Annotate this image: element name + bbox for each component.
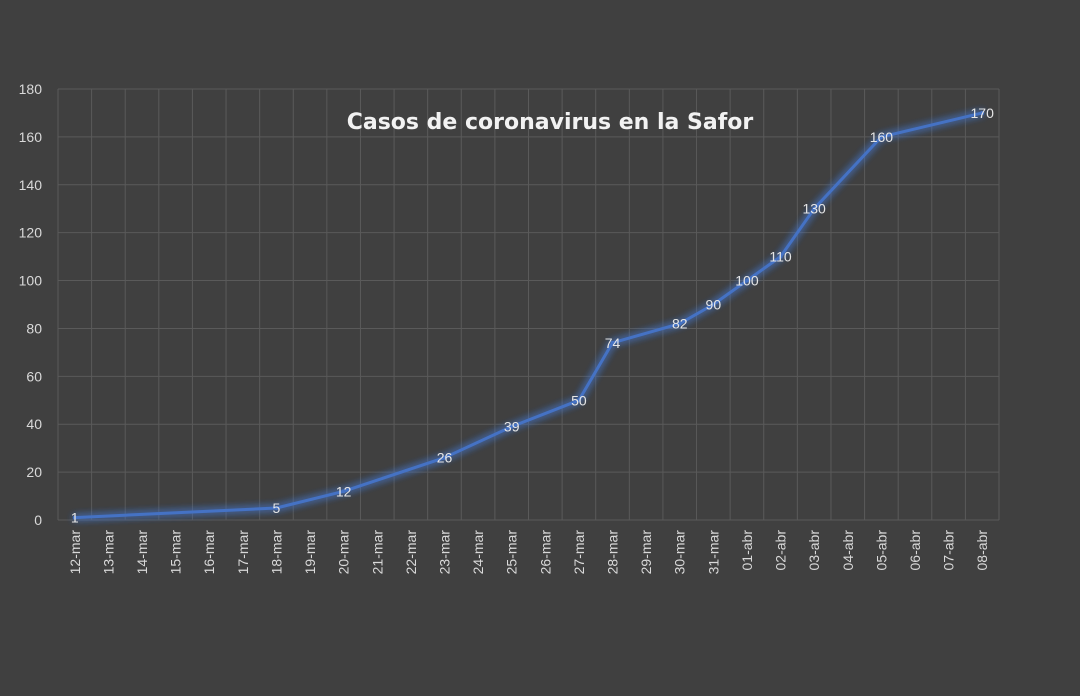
y-tick-label: 20 — [26, 464, 42, 480]
data-point — [744, 278, 749, 283]
series-cases — [72, 110, 985, 520]
data-label: 39 — [504, 419, 520, 435]
y-axis-ticks: 0 20 40 60 80 100 120 140 160 180 — [19, 81, 43, 528]
data-point — [72, 515, 77, 520]
y-tick-label: 180 — [19, 81, 43, 97]
data-point — [812, 206, 817, 211]
y-tick-label: 100 — [19, 273, 43, 289]
y-tick-label: 0 — [34, 512, 42, 528]
x-tick-label: 28-mar — [605, 530, 621, 575]
x-tick-label: 18-mar — [268, 530, 284, 575]
x-tick-label: 27-mar — [571, 530, 587, 575]
x-tick-label: 01-abr — [739, 530, 755, 571]
x-tick-label: 19-mar — [302, 530, 318, 575]
data-point — [677, 321, 682, 326]
data-point — [576, 398, 581, 403]
data-label: 50 — [571, 392, 587, 408]
y-tick-label: 140 — [19, 177, 43, 193]
x-tick-label: 05-abr — [873, 530, 889, 571]
x-tick-label: 16-mar — [201, 530, 217, 575]
x-tick-label: 23-mar — [436, 530, 452, 575]
x-tick-label: 25-mar — [504, 530, 520, 575]
y-tick-label: 40 — [26, 416, 42, 432]
x-tick-label: 06-abr — [907, 530, 923, 571]
data-label: 130 — [802, 201, 826, 217]
data-labels: 1 5 12 26 39 50 74 82 90 100 110 130 160 170 — [71, 105, 994, 526]
x-tick-label: 12-mar — [67, 530, 83, 575]
x-tick-label: 31-mar — [705, 530, 721, 575]
data-label: 160 — [870, 129, 894, 145]
data-point — [509, 424, 514, 429]
x-tick-label: 02-abr — [773, 530, 789, 571]
x-tick-label: 22-mar — [403, 530, 419, 575]
y-tick-label: 120 — [19, 225, 43, 241]
x-tick-label: 14-mar — [134, 530, 150, 575]
data-label: 1 — [71, 510, 79, 526]
x-tick-label: 08-abr — [974, 530, 990, 571]
x-tick-label: 21-mar — [369, 530, 385, 575]
data-point — [341, 489, 346, 494]
x-tick-label: 13-mar — [100, 530, 116, 575]
data-point — [711, 302, 716, 307]
y-tick-label: 160 — [19, 129, 43, 145]
data-point — [778, 254, 783, 259]
data-label: 12 — [336, 483, 352, 499]
x-tick-label: 20-mar — [336, 530, 352, 575]
data-label: 170 — [971, 105, 995, 121]
data-label: 5 — [273, 500, 281, 516]
series-line — [73, 111, 984, 520]
data-label: 74 — [605, 335, 621, 351]
x-tick-label: 07-abr — [941, 530, 957, 571]
data-label: 110 — [769, 249, 792, 265]
data-point — [274, 506, 279, 511]
grid — [57, 88, 1000, 521]
x-tick-label: 04-abr — [840, 530, 856, 571]
data-label: 90 — [706, 297, 722, 313]
data-label: 100 — [735, 273, 759, 289]
x-tick-label: 26-mar — [537, 530, 553, 575]
y-tick-label: 80 — [26, 320, 42, 336]
x-tick-label: 24-mar — [470, 530, 486, 575]
data-point — [442, 455, 447, 460]
x-tick-label: 15-mar — [168, 530, 184, 575]
y-tick-label: 60 — [26, 368, 42, 384]
x-tick-label: 17-mar — [235, 530, 251, 575]
chart-title: Casos de coronavirus en la Safor — [347, 110, 754, 135]
x-tick-label: 30-mar — [672, 530, 688, 575]
x-tick-label: 29-mar — [638, 530, 654, 575]
data-label: 26 — [437, 450, 453, 466]
data-point — [610, 340, 615, 345]
data-label: 82 — [672, 316, 688, 332]
data-point — [879, 134, 884, 139]
data-point — [980, 110, 985, 115]
x-axis-ticks: 12-mar 13-mar 14-mar 15-mar 16-mar 17-mar 18-m… — [67, 530, 990, 575]
x-tick-label: 03-abr — [806, 530, 822, 571]
